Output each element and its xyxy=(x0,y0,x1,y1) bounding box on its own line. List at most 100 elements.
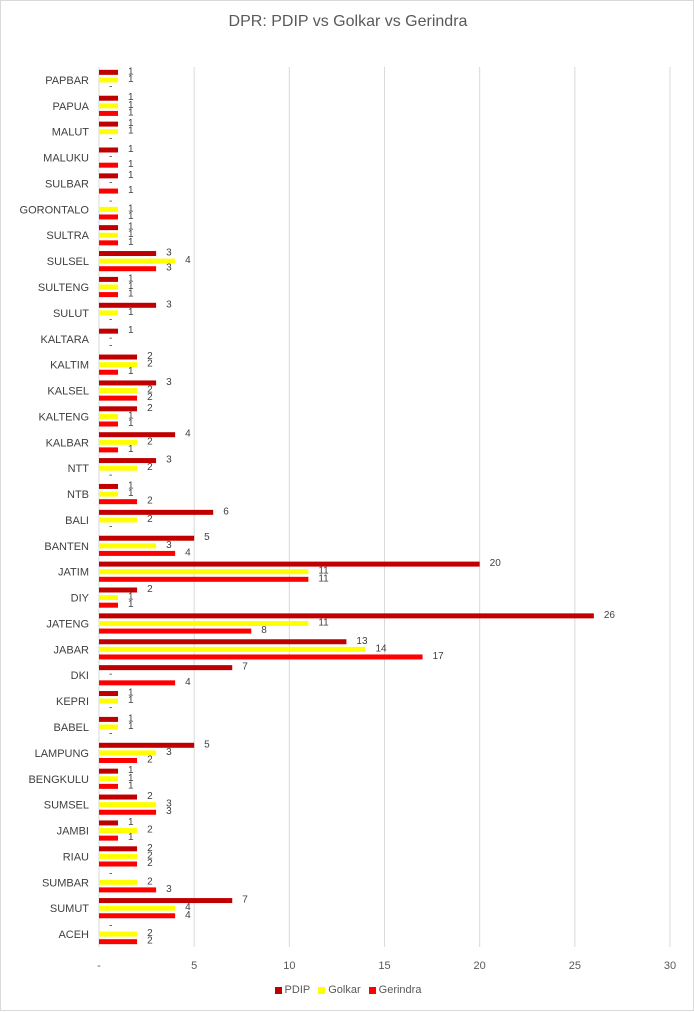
bar-pdip xyxy=(99,794,138,800)
bar-golkar xyxy=(99,362,138,368)
data-label: 4 xyxy=(185,547,191,558)
bar-golkar xyxy=(99,776,119,782)
bar-gerindra xyxy=(99,939,138,945)
bar-pdip xyxy=(99,328,119,334)
category-label: KALTENG xyxy=(38,411,89,423)
data-label: 1 xyxy=(128,480,134,491)
bar-pdip xyxy=(99,509,214,515)
data-label: 7 xyxy=(242,662,248,673)
bar-golkar xyxy=(99,284,119,290)
data-label: - xyxy=(109,729,112,740)
category-label: JABAR xyxy=(54,644,90,656)
category-label: DKI xyxy=(71,670,89,682)
bar-gerindra xyxy=(99,913,176,919)
data-label: 1 xyxy=(128,817,134,828)
category-label: KALSEL xyxy=(47,386,89,398)
bar-pdip xyxy=(99,173,119,179)
data-label: 17 xyxy=(433,651,445,662)
bar-pdip xyxy=(99,302,157,308)
data-label: 3 xyxy=(166,455,172,466)
bar-gerindra xyxy=(99,162,119,168)
data-label: 2 xyxy=(147,936,153,947)
bar-golkar xyxy=(99,595,119,601)
category-label: GORONTALO xyxy=(20,204,90,216)
bar-golkar xyxy=(99,258,176,264)
data-label: 2 xyxy=(147,850,153,861)
legend-swatch xyxy=(274,986,282,994)
bar-golkar xyxy=(99,517,138,523)
category-label: BENGKULU xyxy=(28,774,89,786)
data-label: 2 xyxy=(147,514,153,525)
bar-golkar xyxy=(99,232,119,238)
data-label: 1 xyxy=(128,418,134,429)
bar-pdip xyxy=(99,691,119,697)
data-label: 2 xyxy=(147,436,153,447)
data-label: 3 xyxy=(166,806,172,817)
bar-golkar xyxy=(99,310,119,316)
data-label: - xyxy=(109,340,112,351)
data-label: 2 xyxy=(147,584,153,595)
data-label: - xyxy=(109,314,112,325)
data-label: 2 xyxy=(147,791,153,802)
data-label: - xyxy=(109,333,112,344)
data-label: 1 xyxy=(128,289,134,300)
data-label: 1 xyxy=(128,488,134,499)
data-label: 4 xyxy=(185,910,191,921)
bar-pdip xyxy=(99,587,138,593)
data-label: 2 xyxy=(147,876,153,887)
data-label: 4 xyxy=(185,255,191,266)
data-label: 1 xyxy=(128,599,134,610)
data-label: 4 xyxy=(185,902,191,913)
bar-pdip xyxy=(99,69,119,75)
category-label: JATIM xyxy=(58,567,89,579)
x-tick-label: 15 xyxy=(378,960,390,972)
category-label: JAMBI xyxy=(57,826,89,838)
data-label: - xyxy=(109,152,112,163)
category-label: SULSEL xyxy=(47,256,89,268)
legend-item-gerindra: Gerindra xyxy=(368,984,422,996)
category-label: MALUKU xyxy=(43,153,89,165)
data-label: - xyxy=(109,133,112,144)
bar-golkar xyxy=(99,724,119,730)
data-label: 1 xyxy=(128,74,134,85)
data-label: 1 xyxy=(128,222,134,233)
bar-pdip xyxy=(99,742,195,748)
legend-label: PDIP xyxy=(284,984,311,996)
data-label: 1 xyxy=(128,237,134,248)
bar-golkar xyxy=(99,543,157,549)
bar-golkar xyxy=(99,698,119,704)
bar-gerindra xyxy=(99,680,176,686)
data-label: 2 xyxy=(147,462,153,473)
data-label: 1 xyxy=(128,592,134,603)
data-label: 1 xyxy=(128,688,134,699)
legend-label: Gerindra xyxy=(378,984,422,996)
category-label: LAMPUNG xyxy=(35,748,89,760)
legend-item-pdip: PDIP xyxy=(274,984,311,996)
category-label: KALTIM xyxy=(50,360,89,372)
data-label: 1 xyxy=(128,170,134,181)
bar-gerindra xyxy=(99,214,119,220)
bar-pdip xyxy=(99,846,138,852)
category-label: KALBAR xyxy=(46,437,89,449)
data-label: 14 xyxy=(375,643,387,654)
x-tick-label: 25 xyxy=(569,960,581,972)
data-label: 2 xyxy=(147,359,153,370)
category-label: SUMSEL xyxy=(44,800,89,812)
category-label: SULUT xyxy=(53,308,89,320)
data-label: 1 xyxy=(128,444,134,455)
bar-pdip xyxy=(99,225,119,231)
data-label: 1 xyxy=(128,211,134,222)
chart-legend: PDIP Golkar Gerindra xyxy=(1,984,694,996)
data-label: 1 xyxy=(128,410,134,421)
category-label: KALTARA xyxy=(41,334,90,346)
bar-golkar xyxy=(99,620,309,626)
data-label: 2 xyxy=(147,403,153,414)
bar-pdip xyxy=(99,251,157,257)
bar-pdip xyxy=(99,898,233,904)
bar-pdip xyxy=(99,380,157,386)
category-label: SULBAR xyxy=(45,178,89,190)
bar-golkar xyxy=(99,413,119,419)
data-label: - xyxy=(109,669,112,680)
data-label: - xyxy=(109,869,112,880)
